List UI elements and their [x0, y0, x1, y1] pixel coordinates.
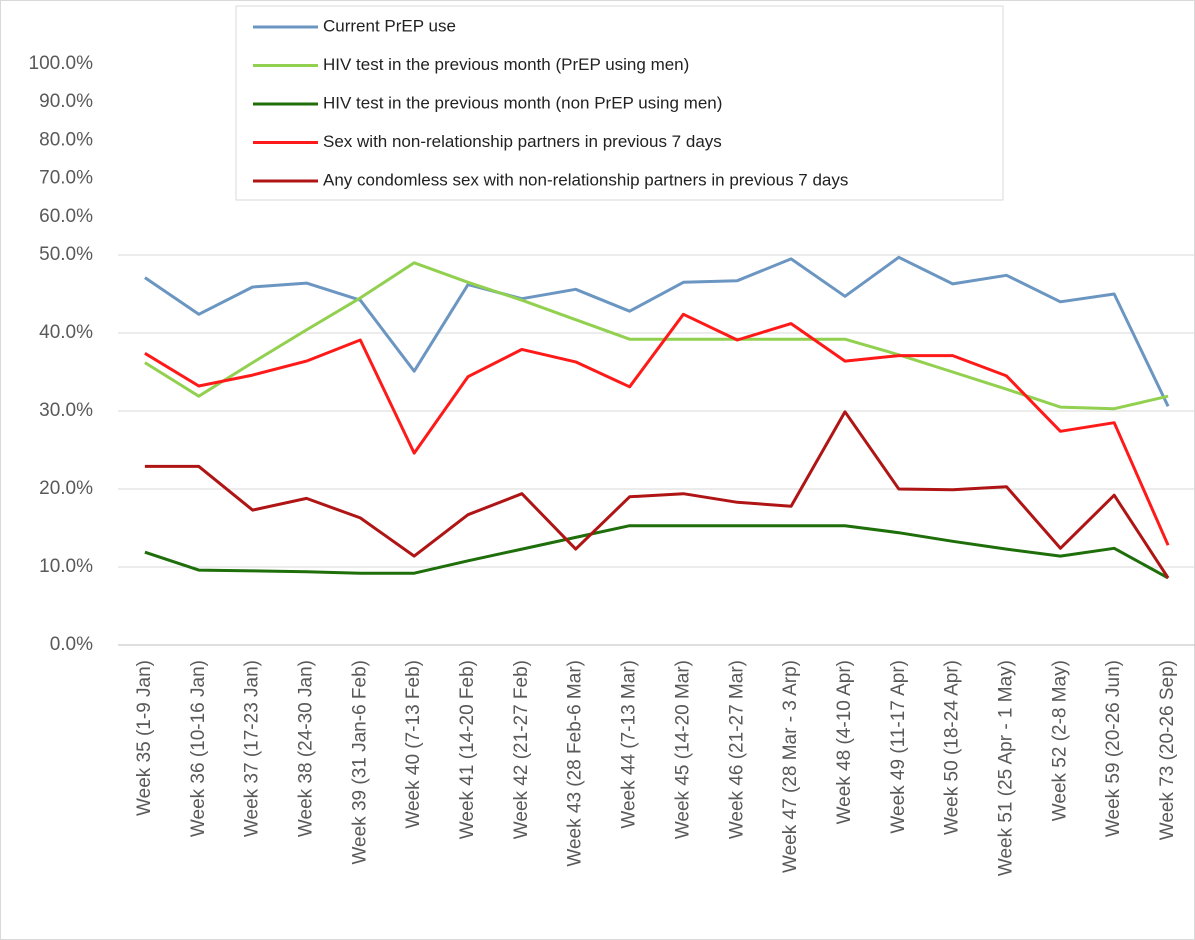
series-line — [144, 255, 1170, 407]
x-tick-label: Week 44 (7-13 Mar) — [619, 660, 640, 829]
legend-label: HIV test in the previous month (PrEP usi… — [323, 55, 689, 74]
legend: Current PrEP use HIV test in the previous… — [235, 5, 1004, 201]
x-tick-label: Week 42 (21-27 Feb) — [511, 660, 532, 839]
legend-box — [235, 5, 1004, 201]
y-tick-label: 90.0% — [39, 91, 93, 112]
x-tick-label: Week 45 (14-20 Mar) — [672, 660, 693, 839]
series-line — [144, 261, 1169, 411]
series-line — [144, 312, 1170, 546]
y-tick-label: 30.0% — [39, 400, 93, 421]
x-tick-label: Week 37 (17-23 Jan) — [242, 660, 263, 837]
x-tick-label: Week 46 (21-27 Mar) — [726, 660, 747, 839]
y-tick-label: 60.0% — [39, 206, 93, 227]
x-tick-label: Week 36 (10-16 Jan) — [188, 660, 209, 837]
y-tick-label: 80.0% — [39, 129, 93, 150]
y-tick-label: 70.0% — [39, 168, 93, 189]
y-tick-label: 20.0% — [39, 478, 93, 499]
x-tick-label: Week 39 (31 Jan-6 Feb) — [349, 660, 370, 865]
series-line — [144, 524, 1169, 580]
x-tick-label: Week 49 (11-17 Apr) — [888, 660, 909, 834]
x-tick-label: Week 38 (24-30 Jan) — [295, 660, 316, 837]
legend-label: Sex with non-relationship partners in pr… — [323, 132, 722, 151]
y-tick-label: 50.0% — [39, 244, 93, 265]
x-tick-label: Week 51 (25 Apr - 1 May) — [996, 660, 1017, 876]
y-tick-label: 40.0% — [39, 322, 93, 343]
legend-label: Current PrEP use — [323, 16, 456, 35]
x-tick-label: Week 47 (28 Mar - 3 Arp) — [780, 660, 801, 873]
x-tick-label: Week 48 (4-10 Apr) — [834, 660, 855, 824]
legend-label: HIV test in the previous month (non PrEP… — [323, 93, 722, 112]
x-tick-label: Week 43 (28 Feb-6 Mar) — [565, 660, 586, 867]
y-tick-label: 0.0% — [50, 634, 93, 655]
series-line — [144, 410, 1170, 579]
x-tick-label: Week 41 (14-20 Feb) — [457, 660, 478, 839]
x-tick-label: Week 52 (2-8 May) — [1049, 660, 1070, 821]
x-tick-label: Week 40 (7-13 Feb) — [403, 660, 424, 829]
x-tick-label: Week 35 (1-9 Jan) — [134, 660, 155, 816]
y-tick-label: 10.0% — [39, 556, 93, 577]
legend-label: Any condomless sex with non-relationship… — [323, 170, 848, 189]
y-tick-label: 100.0% — [29, 53, 94, 74]
x-tick-label: Week 50 (18-24 Apr) — [942, 660, 963, 835]
x-tick-label: Week 59 (20-26 Jun) — [1103, 660, 1124, 837]
x-tick-label: Week 73 (20-26 Sep) — [1157, 660, 1178, 840]
